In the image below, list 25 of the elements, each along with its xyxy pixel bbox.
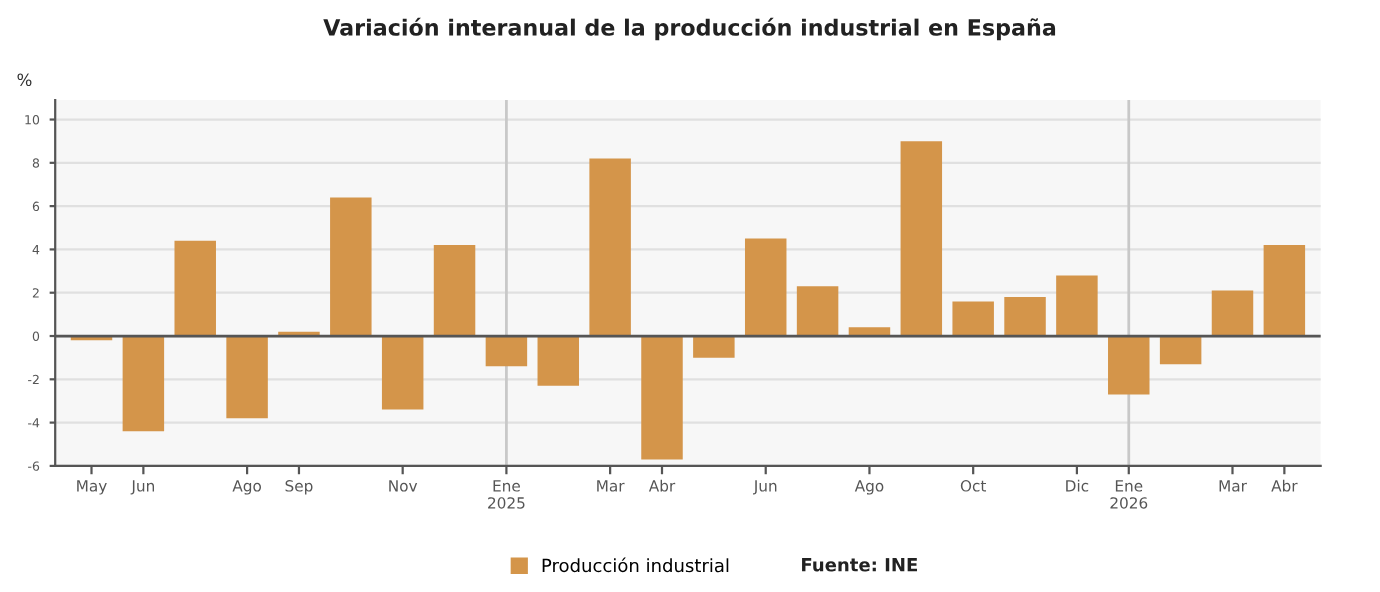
bar [1056,275,1098,337]
bar [1263,245,1306,337]
bar [1004,297,1046,337]
bar [693,336,735,358]
bar [641,336,683,460]
chart-title: Variación interanual de la producción industrial en España [323,17,1056,41]
bar [485,336,528,367]
bar [796,286,839,337]
legend-label: Producción industrial [542,557,729,573]
bar [226,336,268,419]
bar [1159,336,1202,365]
y-axis-title: % [17,73,32,87]
bar [330,197,372,337]
bar [900,141,943,337]
bar [1211,290,1254,337]
bar [744,238,787,337]
bar [1108,336,1150,395]
bar [122,336,165,432]
bar [537,336,580,386]
bar [952,301,994,337]
bar [174,240,216,337]
source-note: Fuente: INE [802,558,918,572]
bar [433,245,476,337]
bar [589,158,631,337]
bar [381,336,424,410]
